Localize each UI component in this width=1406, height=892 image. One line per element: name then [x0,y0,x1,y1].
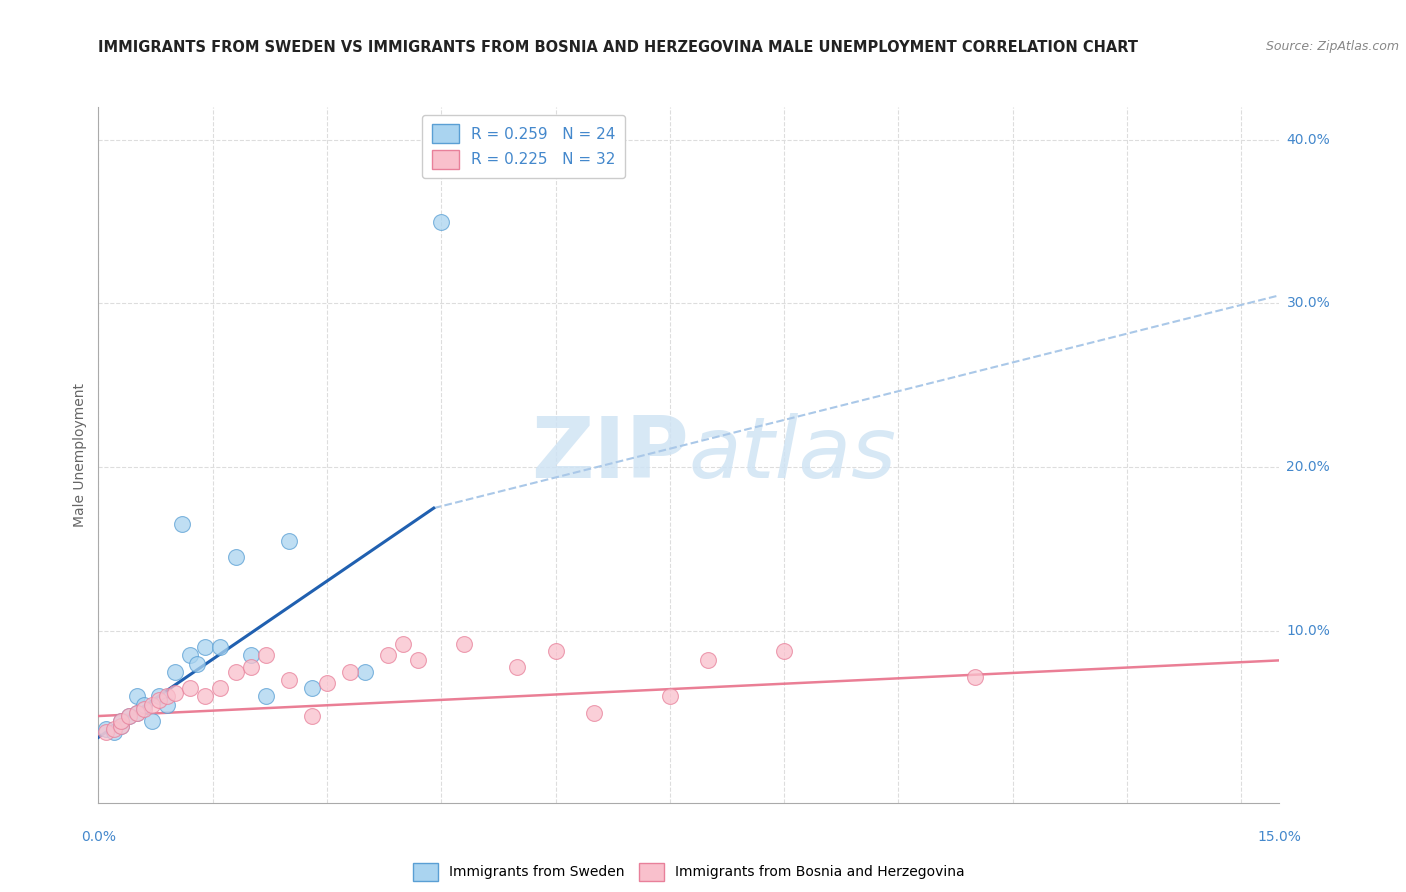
Point [225,665,247,679]
Point [354,665,377,679]
Point [254,648,277,663]
Point [156,690,179,704]
Point [194,640,217,655]
Point [110,719,132,733]
Text: Source: ZipAtlas.com: Source: ZipAtlas.com [1265,40,1399,54]
Point [506,660,529,674]
Point [110,719,132,733]
Point [697,653,720,667]
Point [225,550,247,565]
Text: 0.0%: 0.0% [82,830,115,844]
Point [582,706,605,720]
Text: 10.0%: 10.0% [1286,624,1330,638]
Text: 15.0%: 15.0% [1257,830,1302,844]
Point [658,690,681,704]
Point [141,698,163,712]
Point [408,653,430,667]
Point [301,709,323,723]
Point [277,673,299,687]
Point [103,725,125,739]
Point [172,517,194,532]
Point [186,657,208,671]
Point [110,714,132,728]
Text: ZIP: ZIP [531,413,689,497]
Text: 20.0%: 20.0% [1286,460,1330,475]
Point [773,643,796,657]
Point [163,665,186,679]
Point [118,709,141,723]
Point [339,665,361,679]
Point [392,637,415,651]
Point [125,706,148,720]
Text: IMMIGRANTS FROM SWEDEN VS IMMIGRANTS FROM BOSNIA AND HERZEGOVINA MALE UNEMPLOYME: IMMIGRANTS FROM SWEDEN VS IMMIGRANTS FRO… [98,40,1139,55]
Point [125,706,148,720]
Point [125,690,148,704]
Point [239,660,262,674]
Point [141,714,163,728]
Point [103,722,125,736]
Y-axis label: Male Unemployment: Male Unemployment [73,383,87,527]
Point [254,690,277,704]
Point [544,643,567,657]
Point [194,690,217,704]
Point [316,676,339,690]
Point [148,690,170,704]
Point [453,637,475,651]
Text: 40.0%: 40.0% [1286,133,1330,147]
Point [156,698,179,712]
Point [209,681,232,696]
Text: 30.0%: 30.0% [1286,296,1330,310]
Point [94,725,117,739]
Point [118,709,141,723]
Point [179,648,201,663]
Point [963,670,986,684]
Point [134,702,156,716]
Point [430,214,453,228]
Legend: Immigrants from Sweden, Immigrants from Bosnia and Herzegovina: Immigrants from Sweden, Immigrants from … [408,857,970,887]
Point [134,698,156,712]
Point [301,681,323,696]
Point [148,692,170,706]
Point [209,640,232,655]
Point [94,722,117,736]
Point [277,533,299,548]
Point [239,648,262,663]
Point [179,681,201,696]
Point [163,686,186,700]
Point [377,648,399,663]
Point [110,714,132,728]
Text: atlas: atlas [689,413,897,497]
